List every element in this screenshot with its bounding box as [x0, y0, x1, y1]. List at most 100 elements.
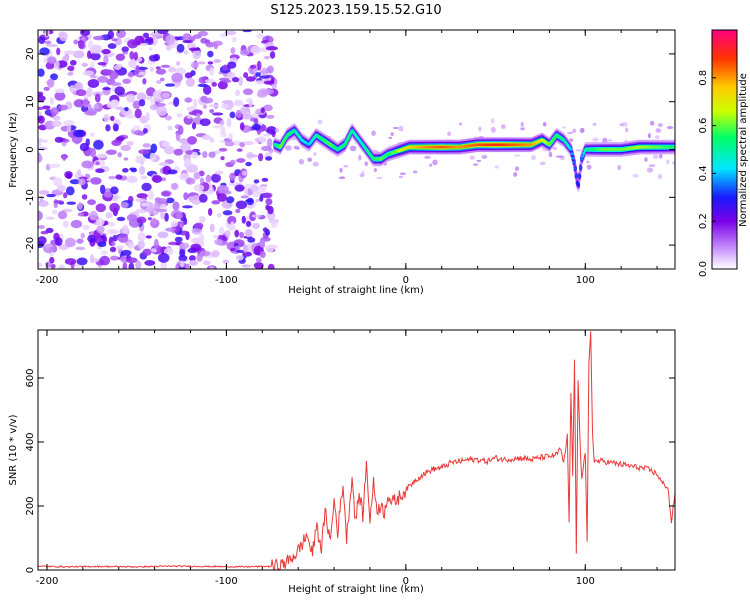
- noise-speckle: [193, 172, 201, 180]
- noise-speckle: [100, 250, 108, 256]
- signal-halo-speckle: [625, 127, 629, 133]
- noise-speckle: [209, 137, 215, 143]
- noise-speckle: [52, 115, 61, 121]
- noise-speckle: [193, 98, 198, 109]
- signal-halo-speckle: [293, 145, 300, 150]
- noise-speckle: [140, 202, 149, 207]
- noise-speckle: [148, 54, 159, 62]
- noise-speckle: [165, 227, 176, 232]
- noise-speckle: [176, 113, 183, 118]
- signal-halo-speckle: [307, 157, 312, 162]
- noise-speckle: [189, 259, 198, 266]
- noise-speckle: [198, 193, 208, 203]
- noise-speckle: [126, 214, 138, 222]
- signal-halo-speckle: [646, 167, 654, 173]
- ridge-mark: [343, 143, 347, 147]
- noise-speckle: [109, 246, 117, 253]
- signal-halo-speckle: [647, 133, 652, 139]
- noise-speckle: [134, 108, 142, 119]
- noise-speckle: [111, 85, 116, 92]
- noise-speckle: [229, 159, 236, 165]
- noise-speckle: [117, 152, 122, 158]
- noise-speckle: [195, 113, 201, 118]
- noise-speckle: [241, 30, 253, 33]
- noise-speckle: [179, 143, 192, 153]
- noise-speckle: [228, 133, 233, 140]
- noise-speckle: [105, 124, 111, 132]
- noise-speckle: [114, 86, 125, 96]
- chart-title: S125.2023.159.15.52.G10: [270, 3, 441, 18]
- noise-speckle: [142, 248, 152, 256]
- noise-speckle: [76, 238, 84, 244]
- y-tick-label: 200: [25, 496, 36, 515]
- noise-speckle: [198, 233, 205, 242]
- noise-speckle: [89, 254, 95, 264]
- signal-halo-speckle: [617, 165, 622, 171]
- noise-speckle: [209, 223, 215, 233]
- noise-speckle: [231, 36, 237, 43]
- noise-speckle: [110, 186, 119, 195]
- noise-speckle: [126, 93, 136, 103]
- noise-speckle: [222, 79, 232, 83]
- colorbar-label: Normalized spectral amplitude: [738, 73, 749, 227]
- noise-speckle: [69, 179, 81, 185]
- noise-speckle: [132, 100, 141, 109]
- noise-speckle: [263, 55, 270, 60]
- noise-speckle: [165, 34, 176, 45]
- colorbar-ticks: 0.0 0.2 0.4 0.6 0.8: [698, 70, 716, 277]
- noise-speckle: [49, 96, 55, 105]
- noise-speckle: [185, 77, 195, 87]
- x-tick-label: -200: [36, 576, 59, 587]
- signal-halo-speckle: [586, 160, 590, 164]
- noise-speckle: [38, 210, 43, 221]
- snr-plot-frame: [37, 329, 676, 571]
- noise-speckle: [66, 201, 77, 205]
- noise-speckle: [58, 104, 68, 111]
- noise-speckle: [159, 77, 165, 82]
- noise-speckle: [121, 46, 129, 53]
- noise-speckle: [157, 252, 170, 263]
- noise-speckle: [235, 254, 244, 261]
- noise-speckle: [120, 201, 129, 209]
- noise-speckle: [149, 104, 159, 111]
- noise-speckle: [135, 64, 140, 75]
- noise-speckle: [253, 262, 264, 269]
- noise-speckle: [166, 197, 175, 204]
- signal-halo-speckle: [432, 159, 438, 166]
- noise-speckle: [158, 162, 170, 167]
- noise-speckle: [164, 212, 169, 222]
- signal-halo-speckle: [567, 131, 574, 134]
- noise-speckle: [87, 78, 100, 88]
- noise-speckle: [96, 225, 105, 234]
- noise-speckle: [218, 147, 228, 152]
- noise-speckle: [191, 122, 197, 130]
- noise-speckle: [128, 59, 137, 68]
- noise-speckle: [38, 95, 46, 102]
- x-tick-label: 0: [403, 576, 409, 587]
- noise-speckle: [45, 261, 51, 269]
- noise-speckle: [87, 199, 96, 206]
- noise-speckle: [267, 263, 275, 269]
- noise-speckle: [222, 210, 233, 216]
- noise-speckle: [90, 177, 102, 185]
- noise-speckle: [93, 140, 104, 150]
- noise-speckle: [265, 198, 273, 206]
- signal-halo-speckle: [398, 175, 404, 179]
- noise-speckle: [199, 177, 205, 184]
- colorbar: 0.0 0.2 0.4 0.6 0.8 Normalized spectral ampl…: [698, 29, 749, 277]
- noise-speckle: [77, 202, 83, 210]
- signal-halo-speckle: [586, 164, 592, 170]
- noise-speckle: [266, 125, 277, 135]
- noise-speckle: [38, 111, 42, 117]
- noise-speckle: [109, 202, 120, 213]
- x-tick-label: -100: [215, 275, 238, 286]
- noise-speckle: [224, 30, 237, 36]
- signal-halo-speckle: [481, 154, 488, 160]
- noise-speckle: [188, 111, 198, 116]
- noise-speckle: [95, 217, 105, 227]
- signal-halo-speckle: [513, 171, 518, 177]
- noise-speckle: [193, 184, 205, 192]
- noise-speckle: [46, 78, 55, 88]
- noise-speckle: [101, 48, 111, 55]
